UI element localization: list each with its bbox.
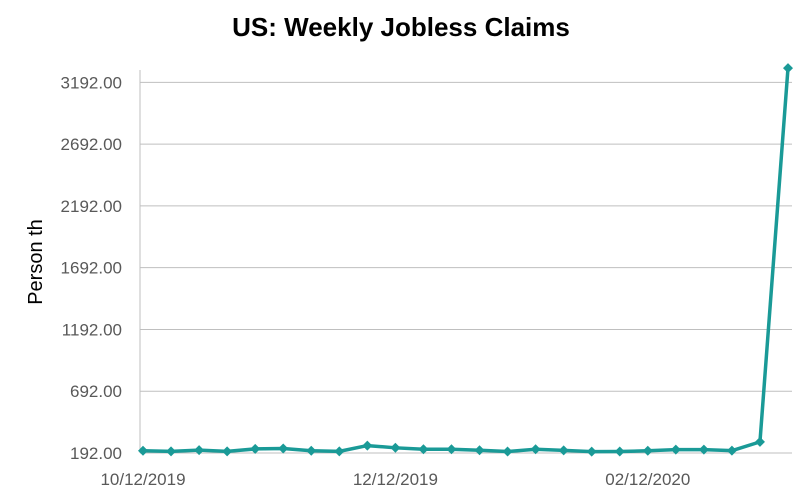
- y-axis-label: Person th: [25, 219, 47, 305]
- data-point: [390, 442, 401, 453]
- data-point: [726, 445, 737, 456]
- data-point: [334, 446, 345, 457]
- gridlines: [140, 81, 792, 392]
- data-point: [642, 445, 653, 456]
- x-tick-label: 10/12/2019: [100, 470, 185, 489]
- data-point: [558, 445, 569, 456]
- y-tick-label: 192.00: [70, 444, 122, 463]
- data-point: [138, 445, 148, 456]
- y-tick-label: 692.00: [70, 382, 122, 401]
- axes: [139, 70, 792, 454]
- data-point: [278, 443, 289, 454]
- data-point: [306, 445, 317, 456]
- data-point: [502, 446, 513, 457]
- y-tick-label: 3192.00: [61, 73, 122, 92]
- data-point: [586, 446, 597, 457]
- data-point: [446, 444, 457, 455]
- series: [138, 63, 793, 457]
- data-point: [614, 446, 625, 457]
- y-tick-labels: 192.00 692.00 1192.00 1692.00 2192.00 2692.00…: [61, 73, 122, 463]
- x-tick-label: 12/12/2019: [353, 470, 438, 489]
- y-tick-label: 2192.00: [61, 197, 122, 216]
- data-point: [783, 63, 793, 74]
- x-tick-labels: 10/12/2019 12/12/2019 02/12/2020: [100, 470, 690, 489]
- data-point: [698, 444, 709, 455]
- data-point: [418, 444, 429, 455]
- data-point: [474, 445, 485, 456]
- data-point: [530, 444, 541, 455]
- data-point: [670, 444, 681, 455]
- data-point: [166, 446, 177, 457]
- chart-title: US: Weekly Jobless Claims: [232, 12, 570, 42]
- y-tick-label: 1192.00: [62, 320, 122, 339]
- series-line: [142, 68, 790, 454]
- data-point: [222, 446, 233, 457]
- x-tick-label: 02/12/2020: [605, 470, 690, 489]
- data-point: [250, 443, 261, 454]
- data-point: [754, 436, 765, 447]
- data-point: [362, 440, 373, 451]
- y-tick-label: 1692.00: [61, 259, 122, 278]
- y-tick-label: 2692.00: [61, 135, 122, 154]
- data-point: [194, 445, 205, 456]
